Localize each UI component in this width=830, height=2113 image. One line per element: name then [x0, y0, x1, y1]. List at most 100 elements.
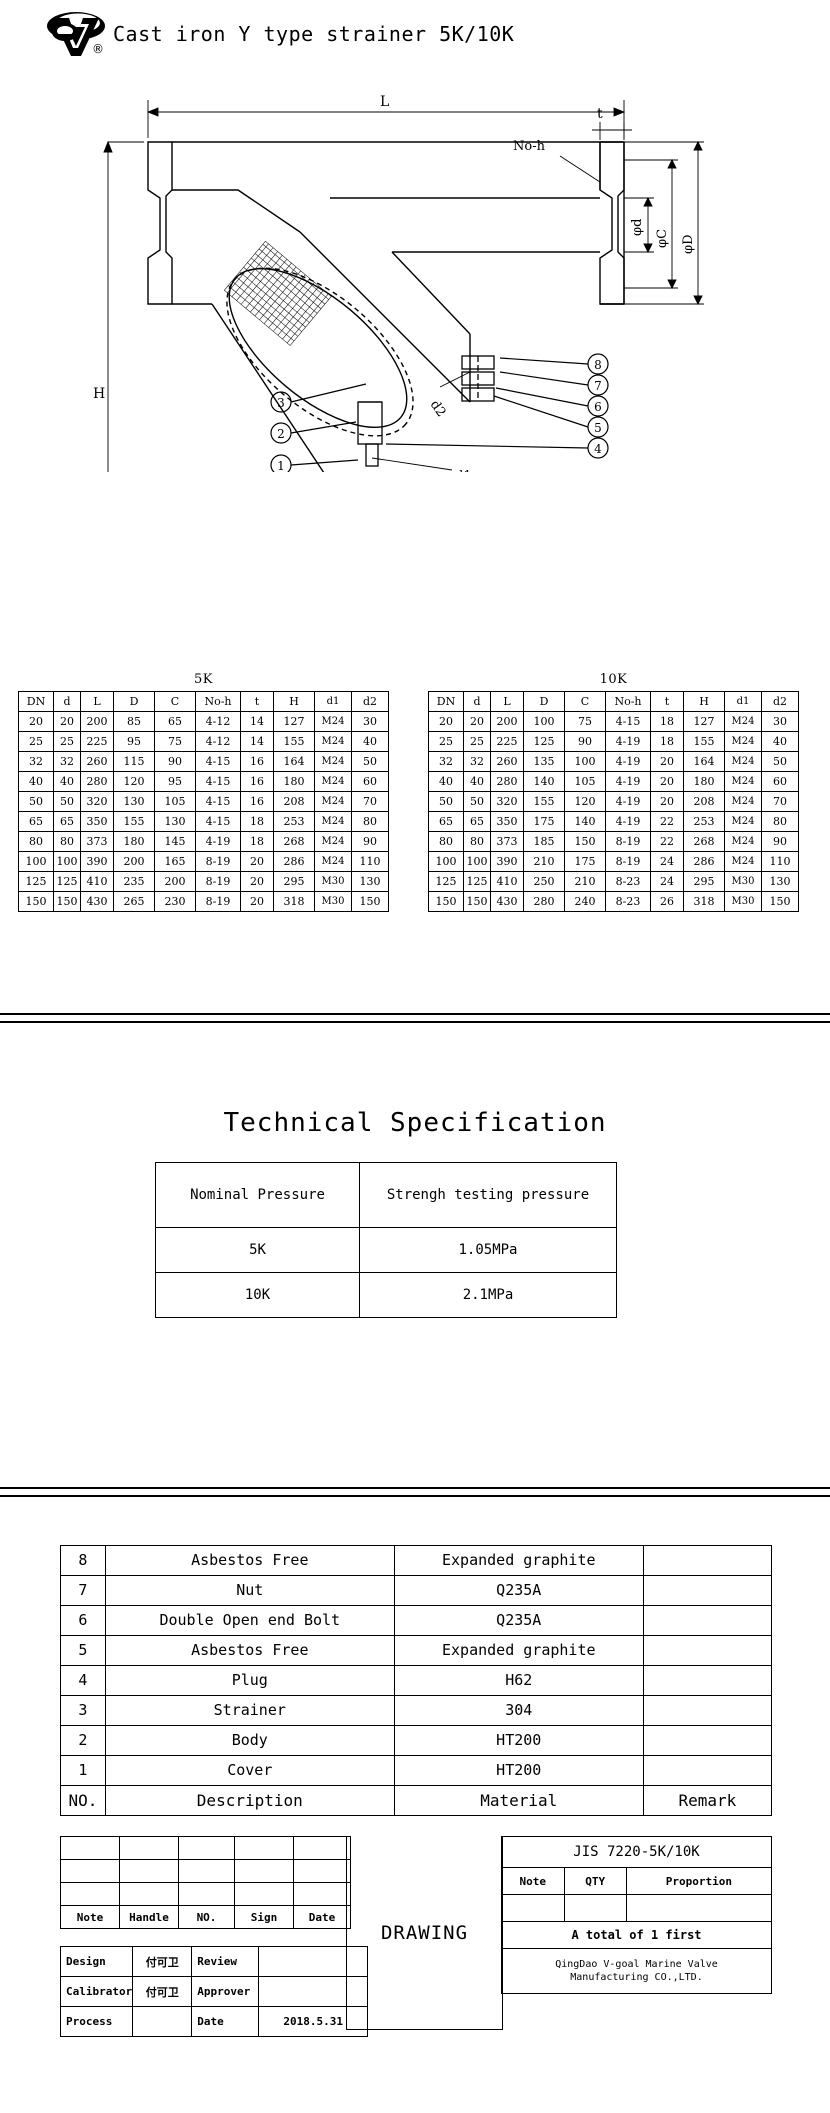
cell-d2: 150: [351, 891, 389, 912]
cell-H: 268: [683, 831, 725, 852]
cell-D: 135: [523, 751, 565, 772]
balloon-8: 8: [594, 358, 602, 372]
dim-label-no-h: No-h: [513, 139, 546, 154]
cell-d1: M30: [724, 871, 762, 892]
cell-d: 125: [53, 871, 81, 892]
col-dn: DN: [428, 691, 464, 712]
cell-l: 350: [490, 811, 524, 832]
cell-noh: 4-15: [605, 711, 651, 732]
cell-d: 80: [463, 831, 491, 852]
cell-D: 130: [113, 791, 155, 812]
rev-cell: [293, 1859, 351, 1883]
table-row: 25 25 225 95 75 4-12 14 155 M24 40: [18, 731, 389, 752]
dim-label-phi-C: φC: [655, 229, 670, 248]
cell-l: 373: [490, 831, 524, 852]
cell-H: 155: [273, 731, 315, 752]
table-row: 32 32 260 135 100 4-19 20 164 M24 50: [428, 751, 799, 772]
table-header-row: DN d L D C No-h t H d1 d2: [428, 691, 799, 712]
balloon-1: 1: [277, 459, 285, 472]
cell-remark: [642, 1605, 773, 1636]
cell-no: 2: [60, 1725, 106, 1756]
cell-noh: 4-15: [195, 751, 241, 772]
cell-d: 40: [53, 771, 81, 792]
cell-d1: M24: [314, 711, 352, 732]
rev-cell: [178, 1859, 235, 1883]
cell-D: 125: [523, 731, 565, 752]
col-l: L: [80, 691, 114, 712]
cell-d1: M24: [724, 711, 762, 732]
cell-noh: 4-19: [605, 771, 651, 792]
cell-d: 25: [463, 731, 491, 752]
cell-dn: 50: [428, 791, 464, 812]
cell-t: 14: [240, 731, 274, 752]
rev-header-date: Date: [293, 1905, 351, 1929]
rev-cell: [234, 1882, 294, 1906]
cell-noh: 4-12: [195, 731, 241, 752]
cell-C: 200: [154, 871, 196, 892]
table-row: 100 100 390 210 175 8-19 24 286 M24 110: [428, 851, 799, 872]
cell-noh: 4-19: [605, 731, 651, 752]
cell-noh: 4-19: [605, 811, 651, 832]
cell-t: 16: [240, 771, 274, 792]
cell-d2: 60: [351, 771, 389, 792]
rev-cell: [293, 1836, 351, 1860]
cell-d2: 50: [761, 751, 799, 772]
cell-l: 225: [490, 731, 524, 752]
cell-t: 18: [240, 811, 274, 832]
dim-label-d1: d1: [455, 469, 472, 472]
table-header-row: Note QTY Proportion: [501, 1867, 773, 1895]
company-line-2: Manufacturing CO.,LTD.: [570, 1972, 703, 1983]
cell-dn: 150: [428, 891, 464, 912]
technical-specification-table: Nominal Pressure Strengh testing pressur…: [155, 1162, 617, 1318]
rev-cell: [60, 1836, 120, 1860]
cell-H: 253: [683, 811, 725, 832]
col-d2: d2: [761, 691, 799, 712]
cell-material: HT200: [393, 1725, 644, 1756]
table-row: 80 80 373 185 150 8-19 22 268 M24 90: [428, 831, 799, 852]
col-d2: d2: [351, 691, 389, 712]
cell-d: 150: [53, 891, 81, 912]
cell-t: 26: [650, 891, 684, 912]
cell-l: 373: [80, 831, 114, 852]
cell-d: 50: [463, 791, 491, 812]
cell-H: 295: [683, 871, 725, 892]
table-row: 125 125 410 250 210 8-23 24 295 M30 130: [428, 871, 799, 892]
sig-role-date: Date: [191, 2006, 260, 2037]
cell-t: 20: [650, 791, 684, 812]
col-d1: d1: [724, 691, 762, 712]
cell-H: 164: [273, 751, 315, 772]
cell-C: 75: [564, 711, 606, 732]
cell-remark: [642, 1725, 773, 1756]
cell-t: 22: [650, 811, 684, 832]
dim-label-phi-d: φd: [630, 219, 645, 236]
cell-dn: 80: [18, 831, 54, 852]
cell-noh: 4-12: [195, 711, 241, 732]
section-divider-bottom-1: [0, 1487, 830, 1489]
rev-cell: [119, 1836, 179, 1860]
cell-d2: 60: [761, 771, 799, 792]
table-row: 40 40 280 140 105 4-19 20 180 M24 60: [428, 771, 799, 792]
col-C: C: [564, 691, 606, 712]
table-row: 25 25 225 125 90 4-19 18 155 M24 40: [428, 731, 799, 752]
table-row: [501, 1894, 773, 1922]
cell-H: 253: [273, 811, 315, 832]
cell-l: 260: [80, 751, 114, 772]
cell-dn: 65: [428, 811, 464, 832]
cell-l: 410: [80, 871, 114, 892]
cell-d2: 150: [761, 891, 799, 912]
cell-description: Plug: [104, 1665, 395, 1696]
balloon-2: 2: [277, 427, 285, 441]
balloon-4: 4: [594, 442, 602, 456]
cell-d1: M24: [314, 851, 352, 872]
cell-C: 120: [564, 791, 606, 812]
cell-test-pressure: 1.05MPa: [359, 1227, 617, 1273]
cell-l: 225: [80, 731, 114, 752]
cell-d2: 130: [761, 871, 799, 892]
rev-cell: [293, 1882, 351, 1906]
cell-nominal-pressure: 10K: [155, 1272, 360, 1318]
col-d: d: [463, 691, 491, 712]
registered-trademark-icon: ®: [92, 42, 104, 56]
cell-l: 390: [490, 851, 524, 872]
table-row: 5K 1.05MPa: [155, 1227, 617, 1273]
rev-cell: [234, 1859, 294, 1883]
